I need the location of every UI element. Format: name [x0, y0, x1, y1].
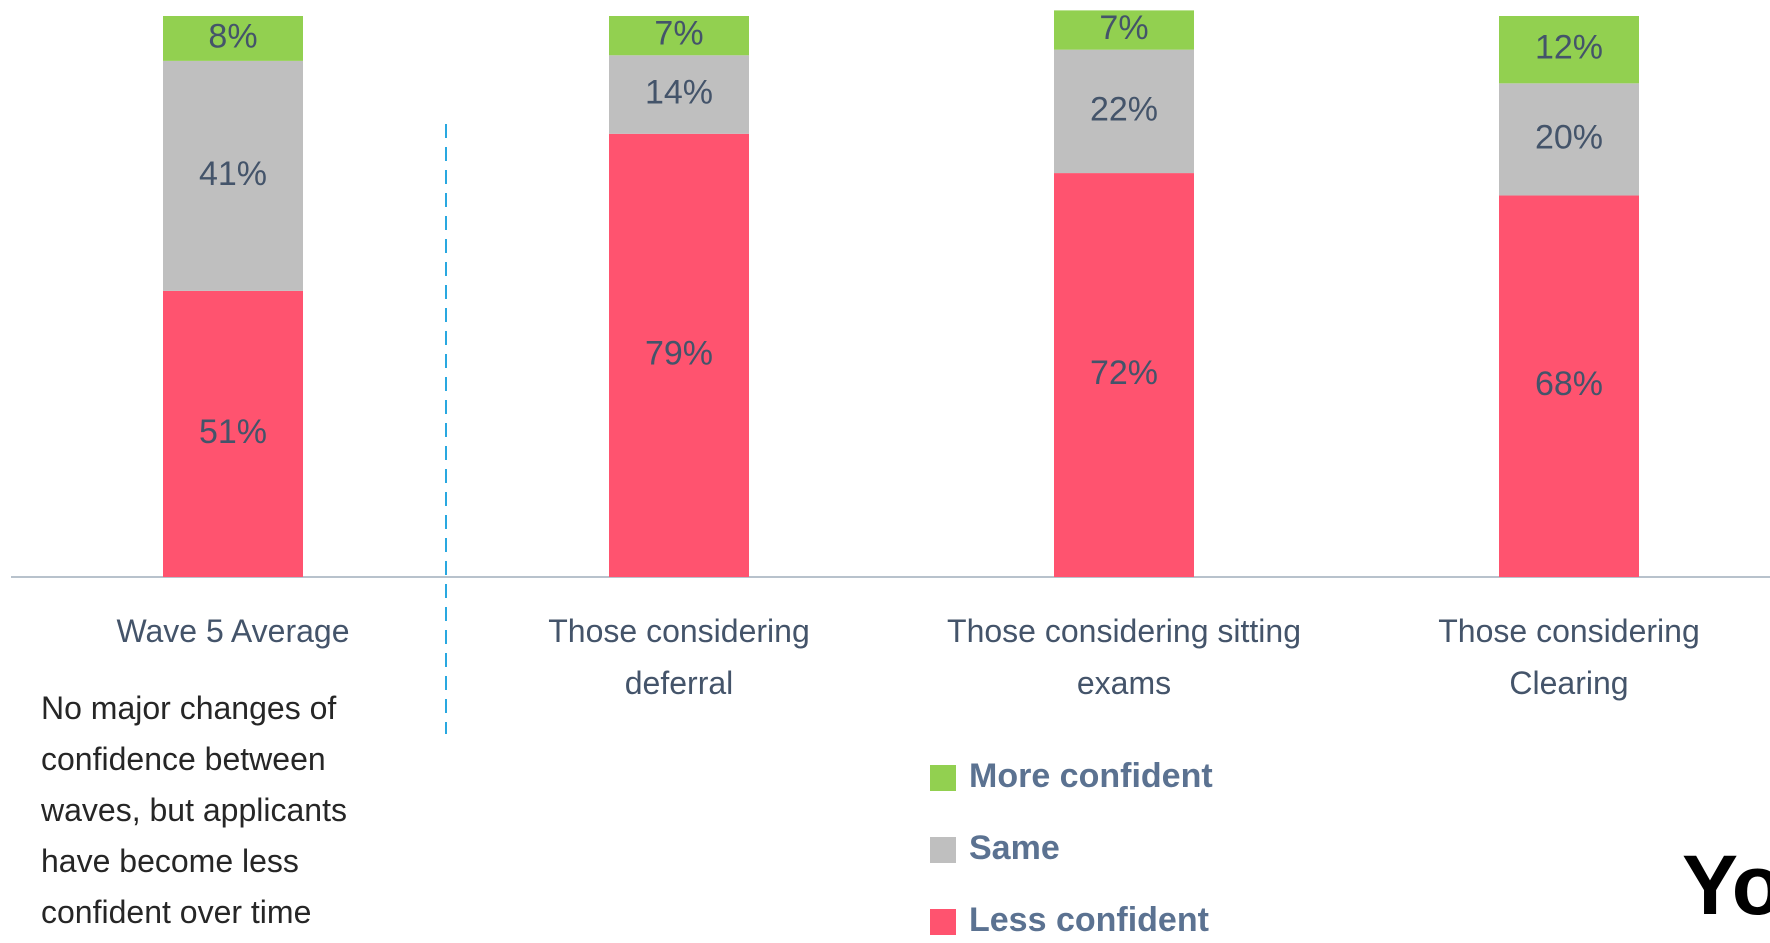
value-label: 20%	[1535, 118, 1603, 156]
value-label: 72%	[1090, 354, 1158, 392]
text-line: deferral	[625, 665, 734, 701]
text-line: Those considering	[548, 613, 809, 649]
text-line: confident over time	[41, 894, 311, 930]
value-label: 7%	[654, 15, 703, 53]
text-line: confidence between	[41, 741, 326, 777]
value-label: 7%	[1099, 9, 1148, 47]
bar-segment	[1499, 16, 1639, 84]
text-line: Those considering	[1438, 613, 1699, 649]
value-label: 68%	[1535, 365, 1603, 403]
value-label: 51%	[199, 413, 267, 451]
value-label: 22%	[1090, 90, 1158, 128]
legend-label: More confident	[969, 757, 1213, 795]
x-tick-label: Wave 5 Average	[116, 613, 349, 649]
bar-segment	[609, 133, 749, 577]
x-tick-label: Those considering sitting exams	[947, 613, 1301, 701]
bar-segment	[163, 16, 303, 61]
bar-segment	[609, 16, 749, 56]
bar-segment	[609, 55, 749, 134]
annotation: No major changes of confidence between wav…	[40, 690, 347, 930]
value-label: 41%	[199, 155, 267, 193]
bar-segment	[163, 290, 303, 577]
bar-segment	[1499, 195, 1639, 577]
bar-segment	[1054, 173, 1194, 577]
text-line: exams	[1077, 665, 1171, 701]
bar-segment	[1499, 83, 1639, 196]
bar-segment	[1054, 10, 1194, 50]
logo: Yo	[1682, 838, 1770, 932]
bar-segment	[1054, 49, 1194, 174]
x-tick-label: Those considering deferral	[548, 613, 809, 701]
text-line: No major changes of	[41, 690, 336, 726]
value-label: 12%	[1535, 29, 1603, 67]
text-line: Wave 5 Average	[116, 613, 349, 649]
bar-segment	[163, 60, 303, 291]
value-label: 79%	[645, 334, 713, 372]
value-label: 14%	[645, 74, 713, 112]
legend-swatch	[930, 765, 956, 791]
text-line: Clearing	[1509, 665, 1628, 701]
legend-label: Less confident	[969, 901, 1209, 939]
value-label: 8%	[208, 17, 257, 55]
text-line: Those considering sitting	[947, 613, 1301, 649]
legend-label: Same	[969, 829, 1060, 867]
text-line: waves, but applicants	[40, 792, 347, 828]
legend-swatch	[930, 909, 956, 935]
text-line: have become less	[41, 843, 299, 879]
x-tick-label: Those considering Clearing	[1438, 613, 1699, 701]
legend-swatch	[930, 837, 956, 863]
